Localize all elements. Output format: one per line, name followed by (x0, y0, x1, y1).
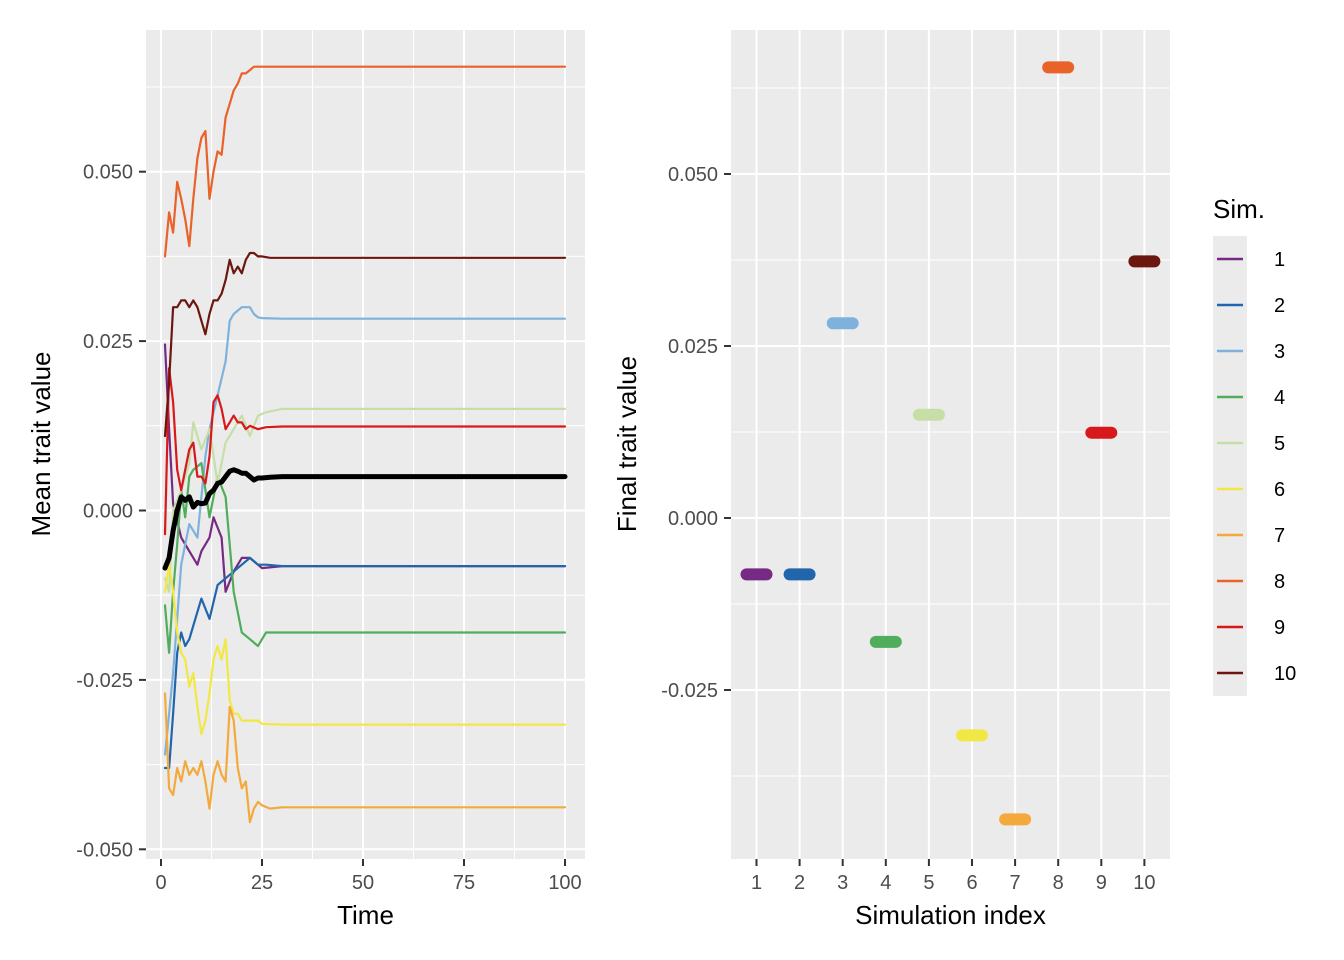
series-line-sim-10 (163, 251, 567, 438)
right-x-axis-title: Simulation index (855, 900, 1046, 930)
left-y-tick-label: -0.025 (76, 670, 133, 692)
right-y-tick-label: 0.050 (668, 164, 718, 186)
right-x-tick-label: 9 (1096, 872, 1107, 894)
left-y-tick-label: 0.000 (83, 501, 133, 523)
left-x-axis-title: Time (337, 900, 394, 930)
right-panel-final-values: 1 2 3 4 5 6 7 8 9 10 -0.025 0.000 0.025 0.050 Simulat… (612, 30, 1170, 930)
right-y-tick-label: 0.025 (668, 336, 718, 358)
right-y-axis-title: Final trait value (612, 356, 642, 532)
right-axes: 1 2 3 4 5 6 7 8 9 10 -0.025 0.000 0.025 0.050 (661, 164, 1155, 894)
legend-label-sim-7: 7 (1274, 525, 1285, 547)
left-x-tick-label: 100 (548, 872, 581, 894)
left-gridlines (146, 30, 585, 859)
legend-label-sim-8: 8 (1274, 571, 1285, 593)
legend-label-sim-6: 6 (1274, 479, 1285, 501)
series-line-sim-8 (163, 65, 567, 258)
legend-label-sim-10: 10 (1274, 663, 1296, 685)
series-line-sim-7 (163, 692, 567, 824)
series-line-sim-6 (163, 563, 567, 736)
right-y-tick-label: 0.000 (668, 508, 718, 530)
legend-label-sim-5: 5 (1274, 433, 1285, 455)
legend-items: 1 2 3 4 5 6 7 8 9 10 (1217, 249, 1296, 685)
right-plot-background (731, 30, 1170, 859)
left-axes: 0 25 50 75 100 -0.050 -0.025 0.000 0.025 0.050 (76, 162, 581, 894)
left-y-axis-title: Mean trait value (26, 352, 56, 537)
right-x-tick-label: 5 (923, 872, 934, 894)
right-x-tick-label: 1 (751, 872, 762, 894)
left-x-tick-label: 75 (453, 872, 475, 894)
series-line-sim-3 (163, 306, 567, 756)
legend-label-sim-4: 4 (1274, 387, 1285, 409)
right-gridlines (731, 30, 1170, 859)
series-line-sim-2 (163, 556, 567, 770)
right-x-tick-label: 4 (880, 872, 891, 894)
left-x-tick-label: 0 (155, 872, 166, 894)
right-series-points (740, 61, 1161, 826)
series-line-sim-9 (163, 367, 567, 536)
right-y-tick-label: -0.025 (661, 680, 718, 702)
right-x-tick-label: 8 (1053, 872, 1064, 894)
series-line-sim-4 (163, 462, 567, 654)
legend-label-sim-3: 3 (1274, 341, 1285, 363)
left-series-lines (162, 65, 568, 824)
left-plot-background (146, 30, 585, 859)
left-y-tick-label: 0.025 (83, 331, 133, 353)
right-x-tick-label: 2 (794, 872, 805, 894)
legend-label-sim-1: 1 (1274, 249, 1285, 271)
legend-label-sim-9: 9 (1274, 617, 1285, 639)
legend-label-sim-2: 2 (1274, 295, 1285, 317)
left-x-tick-label: 50 (352, 872, 374, 894)
right-x-tick-label: 6 (966, 872, 977, 894)
left-y-tick-label: -0.050 (76, 839, 133, 861)
legend-title: Sim. (1213, 194, 1265, 224)
legend: Sim. 1 2 3 4 5 6 7 8 9 10 (1213, 194, 1296, 696)
right-x-tick-label: 10 (1133, 872, 1155, 894)
mean-series-line (162, 467, 568, 571)
right-x-tick-label: 3 (837, 872, 848, 894)
legend-key-background (1213, 236, 1247, 696)
left-y-tick-label: 0.050 (83, 162, 133, 184)
left-panel-time-series: 0 25 50 75 100 -0.050 -0.025 0.000 0.025 0.050 Ti… (26, 30, 585, 930)
left-x-tick-label: 25 (251, 872, 273, 894)
right-x-tick-label: 7 (1010, 872, 1021, 894)
